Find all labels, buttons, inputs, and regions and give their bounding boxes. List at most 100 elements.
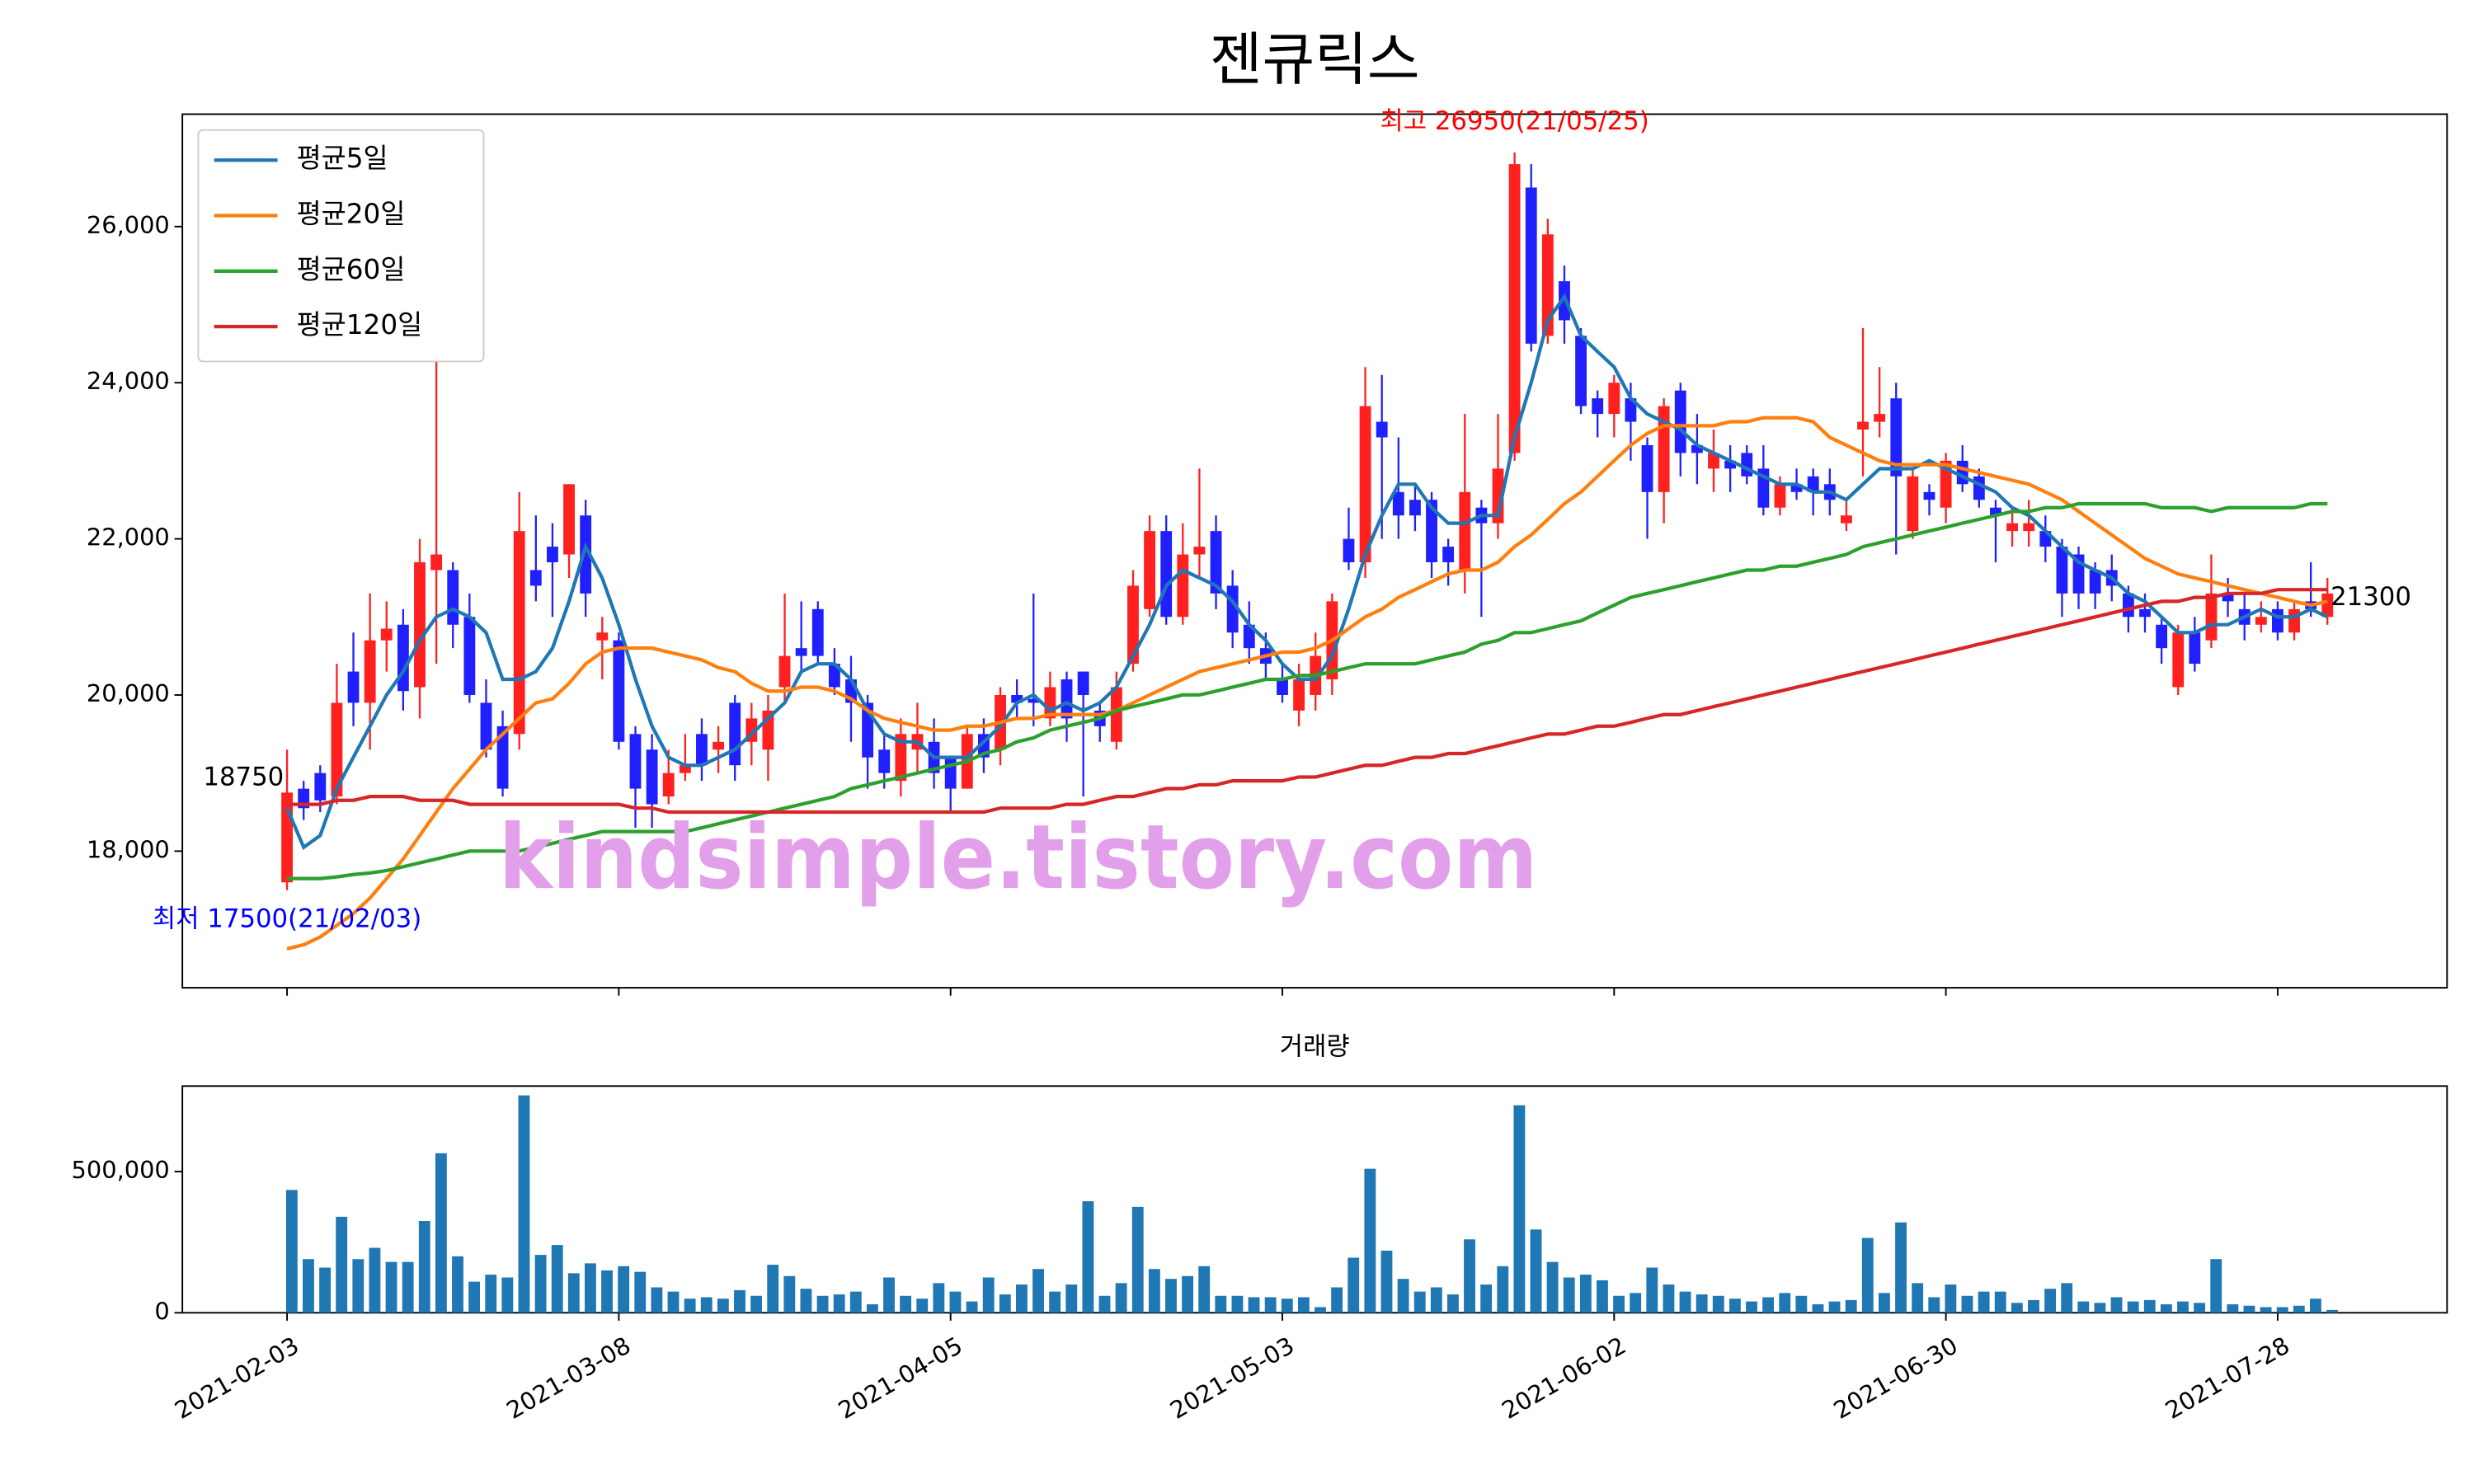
candle-body — [1641, 444, 1653, 492]
volume-bar — [2143, 1299, 2156, 1313]
volume-bar — [2160, 1304, 2172, 1313]
legend-box — [197, 129, 485, 363]
volume-bar — [285, 1190, 298, 1313]
volume-bar — [750, 1295, 762, 1313]
volume-bar — [933, 1283, 945, 1313]
volume-bar — [684, 1298, 696, 1313]
legend-label: 평균20일 — [297, 199, 406, 230]
volume-bar — [385, 1261, 397, 1313]
volume-bar — [966, 1301, 978, 1313]
volume-bar — [1397, 1279, 1409, 1313]
volume-bar — [1945, 1284, 1957, 1313]
volume-bar — [402, 1261, 414, 1313]
volume-bar — [783, 1275, 796, 1313]
candle-body — [496, 726, 509, 789]
candle-body — [1907, 476, 1919, 532]
candle-body — [1890, 398, 1903, 477]
candle-body — [314, 773, 327, 801]
candle-body — [580, 515, 592, 594]
volume-bar — [2227, 1304, 2239, 1313]
volume-bar — [1364, 1168, 1376, 1313]
candle-body — [1790, 484, 1803, 492]
candle-body — [1376, 421, 1388, 438]
candle-body — [347, 671, 360, 703]
candle-body — [944, 757, 957, 789]
candle-body — [646, 749, 658, 805]
candle-body — [778, 655, 791, 688]
candle-body — [1442, 547, 1455, 562]
candle-body — [1011, 694, 1023, 703]
volume-bar — [2293, 1305, 2305, 1313]
volume-bar — [1845, 1299, 1857, 1313]
volume-bar — [849, 1291, 862, 1313]
volume-bar — [1430, 1287, 1442, 1313]
volume-bar — [1380, 1250, 1393, 1313]
volume-bar — [2243, 1305, 2255, 1313]
volume-bar — [1712, 1295, 1724, 1313]
volume-bar — [1978, 1291, 1990, 1313]
candle-body — [1210, 531, 1222, 594]
volume-bar — [1696, 1294, 1708, 1313]
watermark: kindsimple.tistory.com — [499, 806, 1538, 909]
candle-body — [1392, 491, 1404, 516]
candle-body — [828, 664, 840, 688]
volume-bar — [319, 1267, 331, 1313]
candle-body — [729, 702, 741, 766]
volume-bar — [1480, 1284, 1493, 1313]
candle-body — [1774, 484, 1786, 508]
volume-bar — [1198, 1266, 1211, 1313]
ma-line — [286, 416, 2328, 951]
volume-bar — [1315, 1307, 1326, 1313]
volume-bar — [2310, 1298, 2321, 1313]
candle-body — [811, 608, 824, 656]
candle-body — [696, 734, 708, 766]
volume-bar — [982, 1277, 995, 1313]
candle-body — [1127, 585, 1139, 665]
volume-bar — [1597, 1280, 1608, 1313]
candle-body — [1841, 515, 1852, 524]
candle-body — [331, 702, 343, 797]
candle-body — [1193, 547, 1206, 555]
volume-bar — [1098, 1295, 1111, 1313]
candle-body — [513, 531, 525, 735]
candle-body — [613, 640, 625, 742]
volume-bar — [1762, 1297, 1775, 1313]
volume-bar — [618, 1266, 630, 1313]
volume-bar — [1264, 1297, 1277, 1313]
volume-title: 거래량 — [1280, 1032, 1350, 1062]
candle-body — [529, 570, 542, 586]
candle-body — [895, 734, 907, 782]
candle-body — [795, 648, 807, 656]
legend-label: 평균120일 — [297, 309, 423, 340]
ma-line — [287, 501, 2328, 881]
legend-label: 평균5일 — [297, 143, 388, 174]
volume-bar — [501, 1277, 514, 1313]
volume-bar — [2210, 1259, 2222, 1313]
volume-bar — [551, 1245, 563, 1313]
volume-bar — [1795, 1295, 1808, 1313]
volume-bar — [1413, 1291, 1426, 1313]
volume-bar — [1032, 1269, 1044, 1313]
candle-body — [2139, 608, 2151, 618]
volume-bar — [1961, 1295, 1973, 1313]
y-tick-label: 500,000 — [72, 1156, 170, 1184]
candle-body — [1459, 491, 1471, 571]
candle-body — [596, 632, 609, 641]
volume-bar — [2044, 1289, 2056, 1313]
candle-body — [1277, 679, 1288, 695]
volume-bar — [767, 1265, 779, 1313]
volume-bar — [1630, 1293, 1642, 1313]
volume-bar — [1928, 1297, 1940, 1313]
candle-body — [1874, 414, 1886, 422]
volume-bar — [1497, 1266, 1509, 1313]
volume-bar — [1115, 1283, 1127, 1313]
ma-line — [287, 588, 2328, 815]
volume-bar — [1297, 1297, 1310, 1313]
candle-body — [1973, 476, 1985, 500]
candle-body — [679, 765, 691, 773]
candle-body — [1691, 444, 1703, 453]
volume-bar — [2110, 1297, 2123, 1313]
candle-body — [2023, 523, 2035, 532]
volume-bar — [1879, 1293, 1890, 1313]
